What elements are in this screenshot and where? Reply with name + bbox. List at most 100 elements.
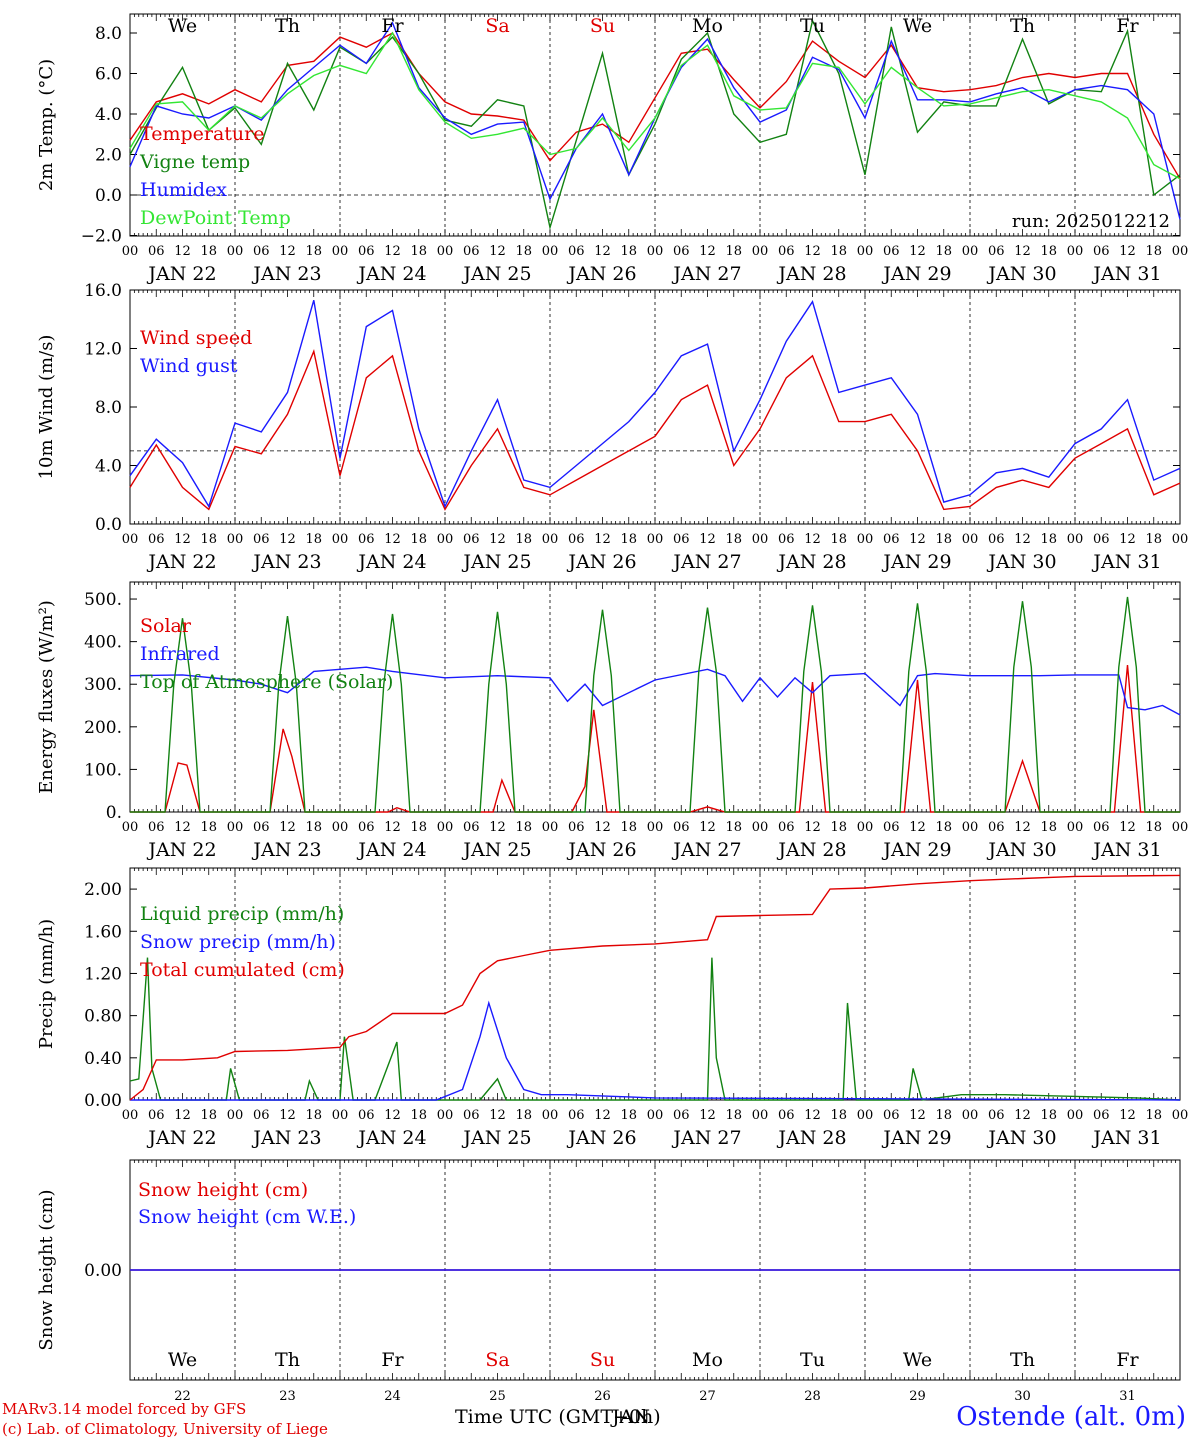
x-hour-label: 12 [279,244,296,259]
x-day-number: 31 [1119,1389,1136,1404]
x-day-number: 22 [174,1389,191,1404]
x-hour-label: 00 [962,532,979,547]
x-hour-label: 06 [358,1108,375,1123]
x-hour-label: 12 [384,532,401,547]
x-hour-label: 12 [174,532,191,547]
y-tick-label: 4.0 [95,457,122,477]
x-hour-label: 12 [1119,820,1136,835]
series-line-dewpoint-temp [129,31,1181,180]
x-hour-label: 18 [1145,1108,1162,1123]
x-date-label: JAN 29 [881,1127,951,1149]
x-hour-label: 12 [909,820,926,835]
x-hour-label: 00 [1172,1108,1189,1123]
x-day-number: 27 [699,1389,716,1404]
x-hour-label: 12 [1014,532,1031,547]
y-axis-label: 10m Wind (m/s) [36,335,57,480]
y-tick-label: 300. [84,675,122,695]
x-hour-label: 00 [857,820,874,835]
station-label: Ostende (alt. 0m) [956,1402,1186,1432]
x-hour-label: 12 [1014,244,1031,259]
x-hour-label: 00 [437,532,454,547]
x-hour-label: 00 [122,532,139,547]
y-tick-label: 200. [84,718,122,738]
panel-wind: 0.0 4.0 8.0 12.0 16.0 10m Wind (m/s) Wind spee… [36,281,1188,573]
legend-entry: Vigne temp [139,151,250,173]
x-hour-label: 00 [1067,1108,1084,1123]
x-day-number: 28 [804,1389,821,1404]
x-hour-label: 00 [122,820,139,835]
x-hour-label: 12 [909,532,926,547]
x-date-label: JAN 29 [881,551,951,573]
x-date-label: JAN 27 [671,839,741,861]
legend-entry: Temperature [140,123,264,145]
x-hour-label: 06 [463,1108,480,1123]
x-date-label: JAN 28 [776,1127,846,1149]
x-date-label: JAN 27 [671,1127,741,1149]
legend-entry: Snow precip (mm/h) [140,931,336,953]
model-credit: MARv3.14 model forced by GFS [2,1400,247,1418]
x-hour-label: 00 [332,1108,349,1123]
weekday-label: Tu [800,15,825,37]
x-date-label: JAN 26 [566,1127,636,1149]
x-date-label: JAN 22 [146,551,216,573]
x-date-label: JAN 29 [881,263,951,285]
x-hour-label: 18 [830,820,847,835]
legend-entry: Liquid precip (mm/h) [140,903,344,925]
x-hour-label: 00 [122,1108,139,1123]
x-hour-label: 12 [594,820,611,835]
x-hour-label: 00 [542,820,559,835]
x-date-label: JAN 26 [566,839,636,861]
x-hour-label: 00 [332,244,349,259]
x-hour-label: 06 [568,1108,585,1123]
x-hour-label: 12 [174,1108,191,1123]
legend-entry: Wind speed [140,327,252,349]
x-hour-label: 06 [253,820,270,835]
series-line-infrared [129,666,1181,716]
series-line-liquid-precip-mm-h- [129,957,1181,1101]
weekday-label: Sa [485,15,509,37]
x-hour-label: 18 [515,1108,532,1123]
x-hour-label: 12 [384,820,401,835]
weekday-label: Th [275,1349,300,1371]
panel-precip: 0.00 0.40 0.80 1.20 1.60 2.00 Precip (mm/h) Liq… [36,867,1189,1149]
x-hour-label: 18 [410,1108,427,1123]
x-hour-label: 00 [962,244,979,259]
y-tick-label: 0.0 [95,515,122,535]
panel-flux: 0. 100. 200. 300. 400. 500. Energy fluxes (W/m… [36,581,1188,861]
x-hour-label: 12 [909,1108,926,1123]
x-date-label: JAN 23 [251,1127,321,1149]
x-date-label: JAN 26 [566,263,636,285]
x-date-label: JAN 31 [1091,1127,1161,1149]
legend-entry: Wind gust [140,355,238,377]
weekday-label: Th [1010,15,1035,37]
x-hour-label: 18 [305,1108,322,1123]
x-day-number: 25 [489,1389,506,1404]
weekday-label: Th [1010,1349,1035,1371]
legend-entry: Top of Atmosphere (Solar) [140,671,393,693]
x-hour-label: 18 [1040,532,1057,547]
x-hour-label: 18 [830,244,847,259]
weekday-label: Th [275,15,300,37]
x-date-label: JAN 27 [671,263,741,285]
y-tick-label: 8.0 [95,398,122,418]
x-hour-label: 18 [935,244,952,259]
x-hour-label: 06 [253,1108,270,1123]
x-date-label: JAN 30 [986,839,1056,861]
x-hour-label: 06 [883,820,900,835]
x-date-label: JAN 30 [986,1127,1056,1149]
x-hour-label: 18 [1145,532,1162,547]
x-hour-label: 06 [988,1108,1005,1123]
legend-entry: Snow height (cm) [138,1179,308,1201]
x-hour-label: 06 [358,244,375,259]
x-hour-label: 12 [1014,1108,1031,1123]
x-date-label: JAN 25 [461,839,531,861]
x-hour-label: 00 [752,244,769,259]
x-hour-label: 00 [227,1108,244,1123]
x-hour-label: 06 [883,1108,900,1123]
weekday-label: We [903,15,932,37]
x-hour-label: 00 [227,820,244,835]
x-hour-label: 18 [935,1108,952,1123]
x-hour-label: 00 [227,532,244,547]
x-hour-label: 00 [332,820,349,835]
